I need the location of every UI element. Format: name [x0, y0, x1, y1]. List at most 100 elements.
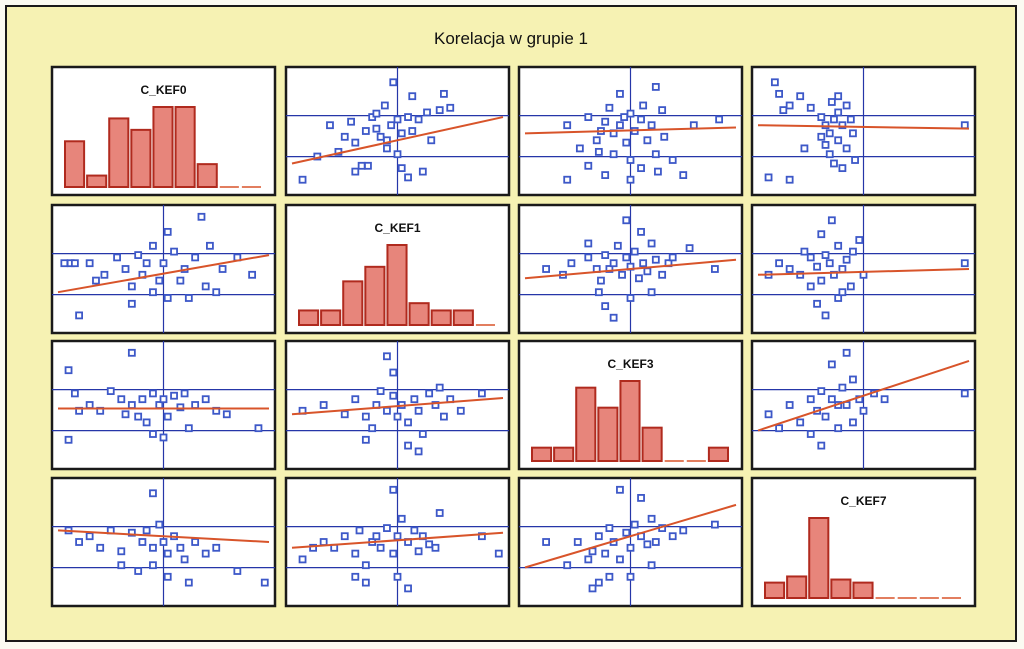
data-point [563, 175, 572, 184]
histogram-bar [430, 309, 452, 327]
regression-line [524, 503, 737, 569]
data-point [389, 485, 398, 494]
data-point [800, 144, 809, 153]
data-point [117, 395, 126, 404]
data-point [351, 167, 360, 176]
data-point [626, 109, 635, 118]
data-point [222, 410, 231, 419]
histogram-bar [707, 446, 730, 462]
data-point [389, 78, 398, 87]
data-point [404, 584, 412, 593]
data-point [834, 136, 843, 145]
data-point [827, 395, 836, 404]
data-point [117, 561, 126, 570]
data-point [170, 391, 178, 400]
data-point [838, 288, 847, 297]
data-point [163, 227, 172, 236]
data-point [637, 115, 645, 124]
data-point [351, 395, 360, 404]
histogram-bar [152, 106, 174, 188]
data-point [180, 389, 189, 398]
regression-line [291, 116, 504, 165]
data-point [622, 253, 631, 262]
data-point [563, 121, 572, 130]
data-point [372, 124, 381, 133]
data-point [206, 241, 214, 250]
data-point [849, 247, 857, 256]
data-point [679, 526, 688, 535]
data-point [309, 543, 318, 552]
data-point [838, 164, 847, 173]
data-point [361, 435, 370, 444]
histogram-bar [408, 302, 430, 327]
data-point [838, 121, 847, 130]
data-point [647, 239, 656, 248]
data-point [212, 288, 221, 297]
histogram-bar [641, 426, 663, 462]
data-point [380, 101, 389, 110]
data-point [796, 270, 805, 279]
data-point [389, 368, 398, 377]
data-point [779, 106, 788, 115]
data-point [622, 216, 631, 225]
histogram-bar [830, 578, 852, 599]
histogram-bar [553, 446, 575, 462]
data-point [813, 262, 821, 271]
data-point [149, 430, 157, 438]
data-point [149, 288, 157, 297]
data-point [176, 543, 185, 552]
data-point [180, 555, 189, 564]
data-point [163, 294, 172, 302]
histogram-bar [364, 265, 386, 326]
data-point [218, 265, 227, 273]
data-point [351, 572, 360, 581]
data-point [414, 406, 423, 415]
data-point [383, 352, 391, 361]
data-point [404, 418, 412, 427]
data-point [800, 247, 809, 256]
data-point [70, 389, 79, 398]
data-point [849, 418, 857, 427]
data-point [368, 424, 377, 433]
regression-line [757, 359, 970, 432]
data-point [813, 299, 821, 308]
data-point [254, 424, 263, 433]
data-point [842, 348, 851, 357]
data-point [785, 101, 794, 110]
data-point [191, 401, 200, 409]
data-point [142, 526, 151, 535]
data-point [630, 520, 639, 529]
data-point [155, 520, 164, 529]
data-point [796, 418, 805, 427]
data-point [643, 136, 652, 145]
data-point [408, 127, 417, 135]
data-point [127, 528, 136, 537]
data-point [834, 92, 843, 101]
data-point [376, 387, 385, 395]
data-point [626, 572, 635, 581]
data-point [134, 567, 143, 575]
data-point [842, 255, 851, 264]
histogram-bar [786, 575, 808, 600]
data-point [142, 418, 151, 427]
data-point [159, 433, 168, 442]
data-point [149, 561, 157, 570]
data-point [197, 212, 206, 221]
data-point [838, 265, 847, 273]
data-point [825, 150, 834, 159]
data-point [806, 430, 815, 438]
data-point [575, 144, 584, 153]
data-point [60, 259, 69, 268]
data-point [764, 173, 773, 182]
data-point [658, 106, 667, 115]
data-point [764, 410, 773, 419]
data-point [651, 150, 660, 159]
data-point [427, 136, 436, 145]
data-point [573, 538, 582, 546]
data-point [149, 489, 157, 498]
data-point [159, 395, 168, 404]
variable-label: C_KEF3 [607, 357, 653, 371]
data-point [637, 164, 645, 173]
data-point [184, 578, 193, 587]
